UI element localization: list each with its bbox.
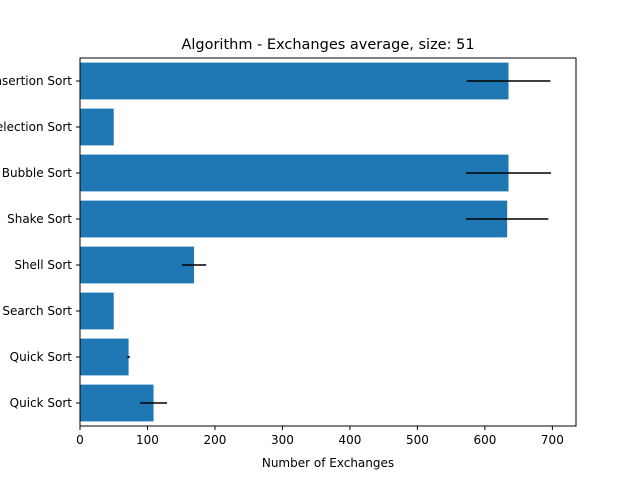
- x-axis-label: Number of Exchanges: [262, 456, 394, 470]
- y-tick-label: Insertion Sort: [0, 74, 72, 88]
- bar: [80, 292, 114, 330]
- y-axis: Insertion Sort Selection Sort Bubble Sort S…: [0, 74, 80, 410]
- plot-frame: [79, 57, 577, 427]
- x-tick-label: 100: [136, 433, 159, 447]
- bar: [80, 154, 509, 192]
- chart-title: Algorithm - Exchanges average, size: 51: [181, 37, 474, 53]
- y-tick-label: Quick Sort: [10, 396, 73, 410]
- y-tick-label: Quick Sort: [10, 350, 73, 364]
- x-tick-label: 600: [473, 433, 496, 447]
- y-tick-label: Selection Sort: [0, 120, 72, 134]
- bar: [80, 246, 195, 284]
- bar: [80, 108, 114, 146]
- bar: [80, 338, 129, 376]
- x-axis: 0 100 200 300 400 500 600 700: [76, 426, 564, 447]
- y-tick-label: Shell Sort: [14, 258, 72, 272]
- y-tick-label: Binary Search Sort: [0, 304, 72, 318]
- bar: [80, 200, 508, 238]
- bars-layer: [80, 62, 509, 422]
- x-tick-label: 400: [338, 433, 361, 447]
- x-tick-label: 0: [76, 433, 84, 447]
- x-tick-label: 500: [406, 433, 429, 447]
- x-tick-label: 700: [541, 433, 564, 447]
- y-tick-label: Bubble Sort: [2, 166, 72, 180]
- x-tick-label: 200: [204, 433, 227, 447]
- bar: [80, 62, 509, 100]
- x-tick-label: 300: [271, 433, 294, 447]
- error-bars-layer: [127, 80, 552, 404]
- y-tick-label: Shake Sort: [7, 212, 72, 226]
